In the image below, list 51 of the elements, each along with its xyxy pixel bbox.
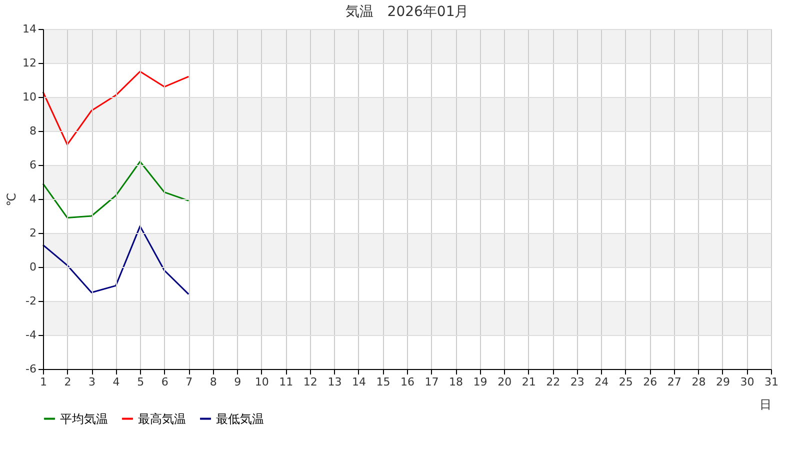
x-tick-label: 14 bbox=[352, 376, 366, 388]
x-tick-label: 29 bbox=[716, 376, 730, 388]
x-tick-label: 9 bbox=[234, 376, 242, 388]
line-series bbox=[42, 160, 190, 218]
x-tick-label: 31 bbox=[764, 376, 778, 388]
legend-label: 平均気温 bbox=[60, 412, 108, 426]
y-tick-label: 12 bbox=[22, 56, 36, 70]
x-tick-label: 16 bbox=[400, 376, 414, 388]
x-tick-label: 2 bbox=[64, 376, 72, 388]
line-series bbox=[42, 225, 190, 295]
x-tick-label: 15 bbox=[376, 376, 390, 388]
x-tick-label: 22 bbox=[546, 376, 560, 388]
x-tick-label: 3 bbox=[88, 376, 96, 388]
x-tick-label: 13 bbox=[328, 376, 342, 388]
x-tick-label: 18 bbox=[449, 376, 464, 388]
y-tick-label: 6 bbox=[30, 158, 36, 172]
x-tick-label: 10 bbox=[254, 376, 269, 388]
x-tick-label: 27 bbox=[667, 376, 682, 388]
legend-label: 最高気温 bbox=[138, 412, 186, 426]
x-tick-label: 24 bbox=[594, 376, 609, 388]
x-tick-label: 30 bbox=[740, 376, 754, 388]
y-axis-title: ℃ bbox=[4, 192, 19, 206]
x-tick-label: 1 bbox=[40, 376, 47, 388]
y-tick-label: -6 bbox=[26, 362, 36, 376]
y-tick-label: 2 bbox=[30, 226, 36, 240]
x-tick-label: 6 bbox=[161, 376, 168, 388]
x-tick-label: 28 bbox=[692, 376, 706, 388]
y-tick-label: -2 bbox=[26, 294, 36, 308]
line-series bbox=[42, 70, 190, 146]
x-tick-label: 4 bbox=[112, 376, 120, 388]
x-tick-label: 21 bbox=[522, 376, 536, 388]
x-tick-label: 5 bbox=[137, 376, 144, 388]
legend-label: 最低気温 bbox=[216, 412, 264, 426]
x-tick-label: 8 bbox=[210, 376, 217, 388]
x-tick-label: 19 bbox=[473, 376, 488, 388]
x-axis-title: 日 bbox=[760, 398, 772, 412]
y-tick-label: 10 bbox=[22, 90, 36, 104]
x-tick-label: 23 bbox=[570, 376, 584, 388]
chart-title: 気温 2026年01月 bbox=[345, 4, 469, 20]
x-tick-label: 20 bbox=[498, 376, 512, 388]
x-tick-label: 26 bbox=[643, 376, 658, 388]
x-tick-label: 25 bbox=[618, 376, 633, 388]
x-tick-label: 12 bbox=[303, 376, 318, 388]
y-tick-label: 0 bbox=[30, 260, 36, 274]
y-tick-label: 14 bbox=[22, 22, 36, 36]
y-tick-label: -4 bbox=[26, 328, 36, 342]
y-tick-label: 8 bbox=[30, 124, 36, 138]
x-tick-label: 17 bbox=[424, 376, 439, 388]
y-tick-label: 4 bbox=[30, 192, 36, 206]
x-tick-label: 11 bbox=[279, 376, 294, 388]
x-tick-label: 7 bbox=[186, 376, 193, 388]
